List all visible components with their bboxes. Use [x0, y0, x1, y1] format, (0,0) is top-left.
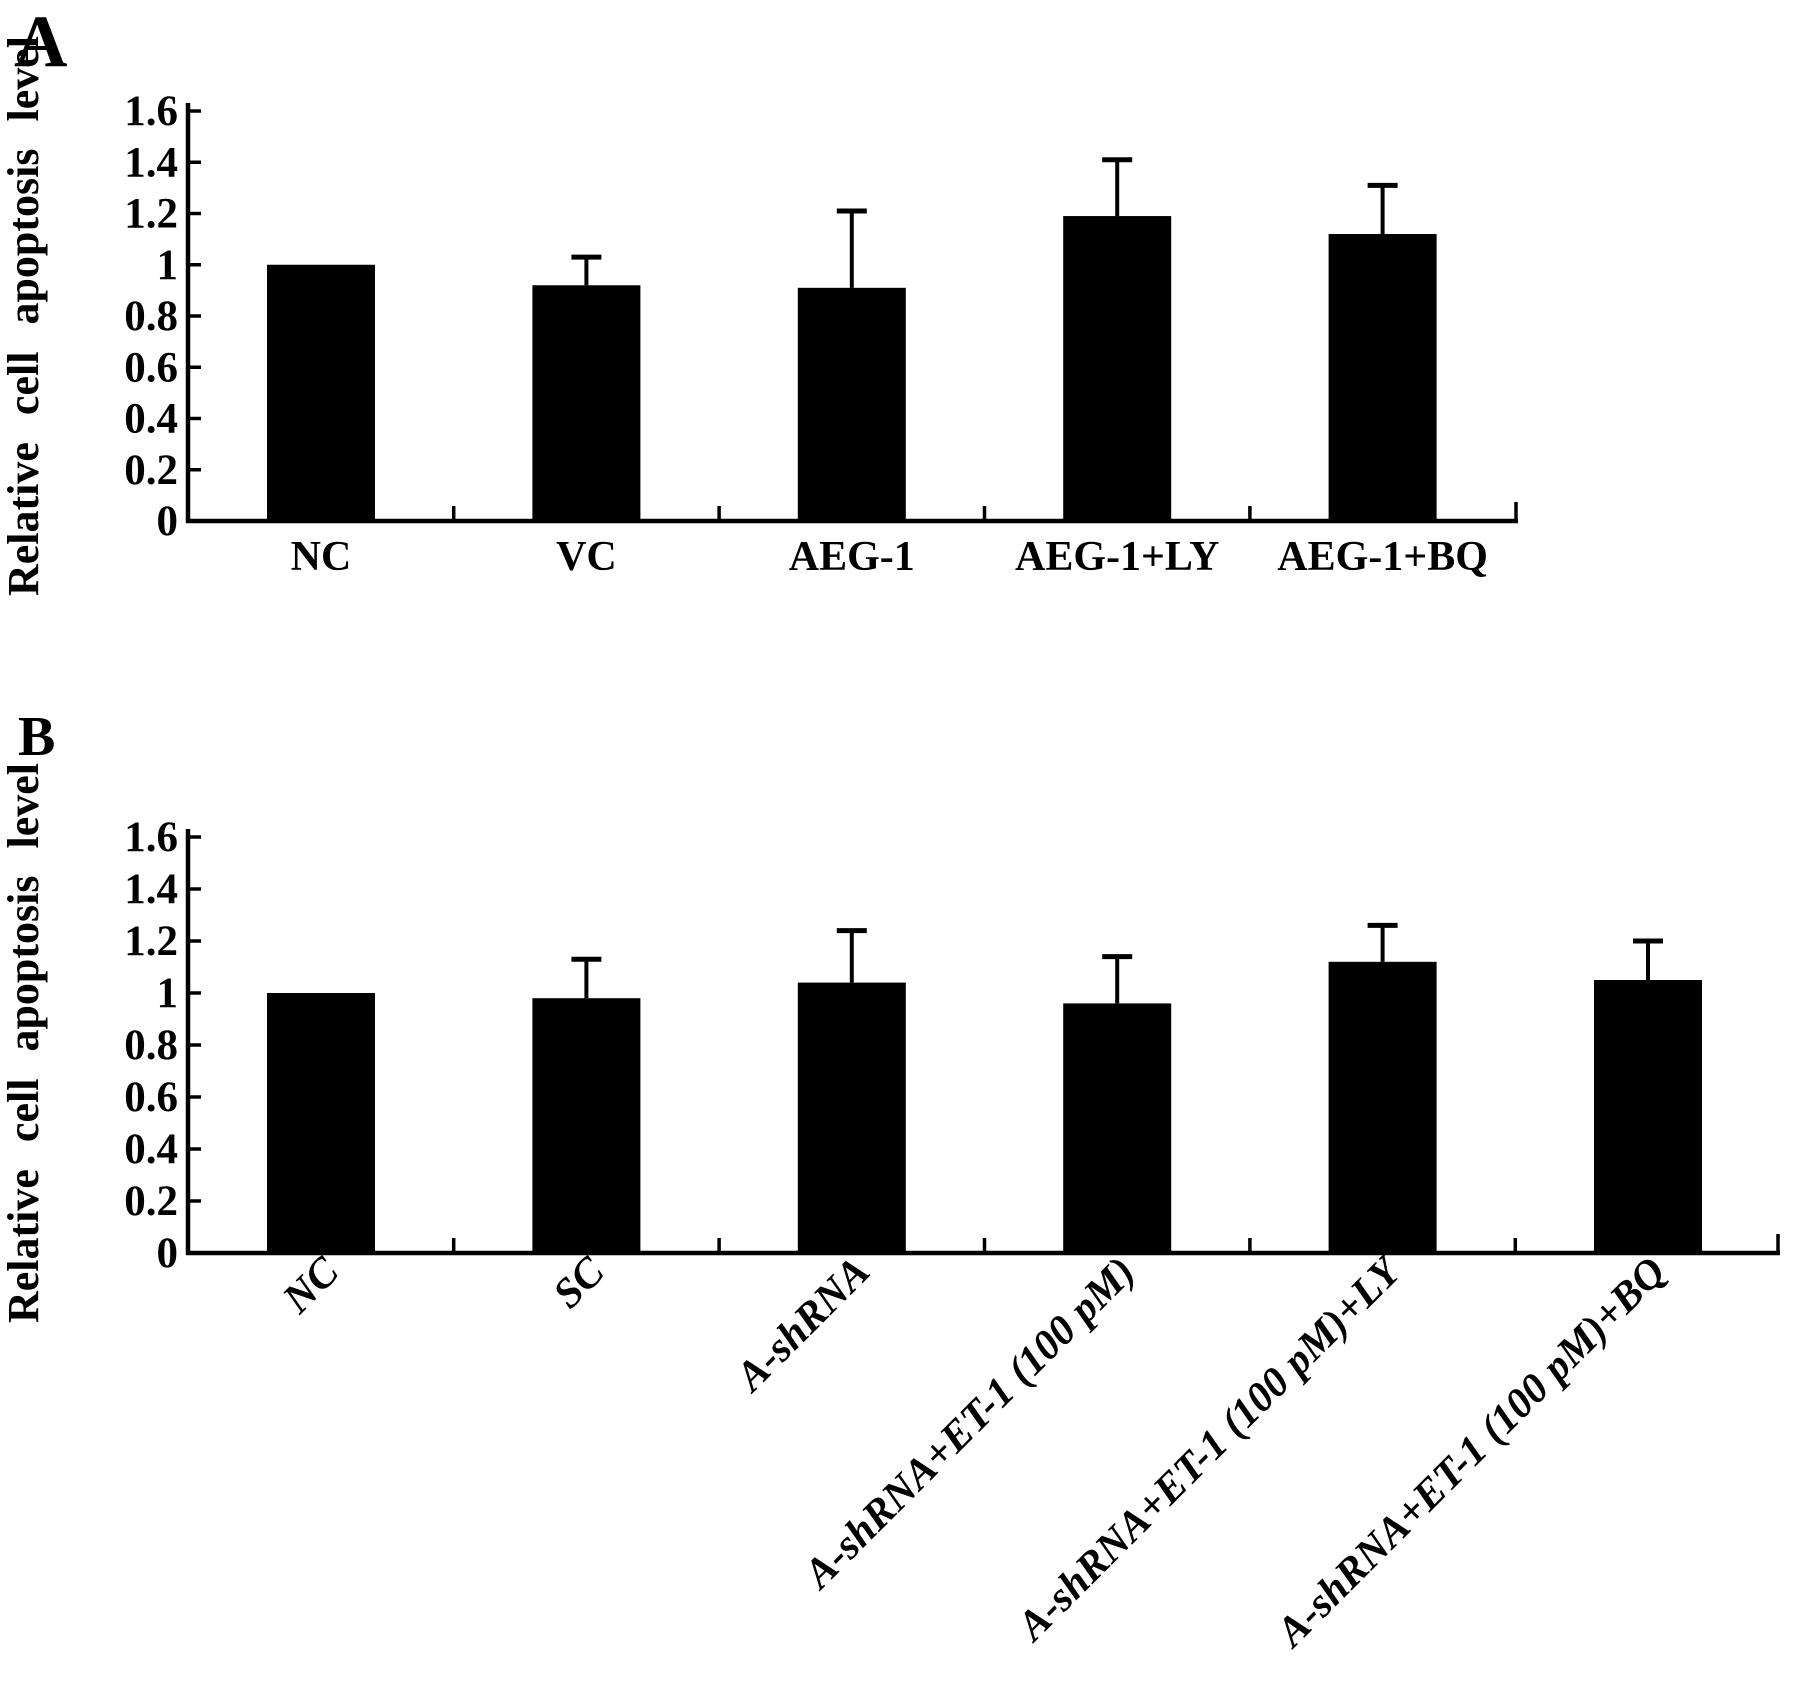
x-category-label: NC [291, 534, 352, 580]
x-category-label: SC [545, 1248, 615, 1318]
bar-SC [532, 998, 641, 1253]
bar-NC [267, 264, 375, 521]
x-category-label: A-shRNA [725, 1249, 878, 1402]
y-tick-label: 1.2 [124, 918, 178, 965]
x-category-label: VC [556, 534, 617, 580]
panel-label-A: A [14, 1, 67, 83]
y-tick-label: 0 [157, 1230, 179, 1277]
bar-VC [532, 285, 641, 521]
y-tick-label: 0.6 [124, 344, 178, 391]
bar-A-shRNA+ET-1 (100 pM)+BQ [1594, 980, 1702, 1253]
x-category-label: AEG-1+BQ [1277, 534, 1488, 580]
y-tick-label: 1 [157, 970, 179, 1017]
x-category-label: AEG-1+LY [1015, 534, 1219, 580]
x-category-label: NC [274, 1248, 349, 1323]
y-tick-label: 0.6 [124, 1074, 178, 1121]
bar-A-shRNA+ET-1 (100 pM) [1063, 1003, 1172, 1253]
y-tick-label: 1.2 [124, 191, 178, 238]
bar-A-shRNA [797, 982, 906, 1253]
y-tick-label: 0.4 [124, 1126, 178, 1173]
y-tick-label: 0.2 [124, 447, 178, 494]
y-tick-label: 0.2 [124, 1178, 178, 1225]
y-tick-label: 0.8 [124, 1022, 178, 1069]
y-tick-label: 0.4 [124, 396, 178, 443]
bar-NC [267, 993, 375, 1253]
y-tick-label: 1.4 [124, 139, 178, 186]
y-tick-label: 0.8 [124, 293, 178, 340]
panel-label-B: B [18, 706, 55, 768]
y-tick-label: 1.6 [124, 88, 178, 135]
x-category-label: AEG-1 [789, 534, 915, 580]
y-tick-label: 1 [157, 242, 179, 289]
y-tick-label: 1.4 [124, 866, 178, 913]
bar-A-shRNA+ET-1 (100 pM)+LY [1328, 961, 1437, 1253]
y-tick-label: 1.6 [124, 814, 178, 861]
y-axis-title: Relative cell apoptosis level [0, 36, 48, 596]
bar-AEG-1+LY [1063, 216, 1172, 521]
y-axis-title: Relative cell apoptosis level [0, 763, 48, 1323]
bar-AEG-1 [797, 287, 906, 521]
bar-AEG-1+BQ [1328, 234, 1437, 521]
y-tick-label: 0 [157, 498, 179, 545]
